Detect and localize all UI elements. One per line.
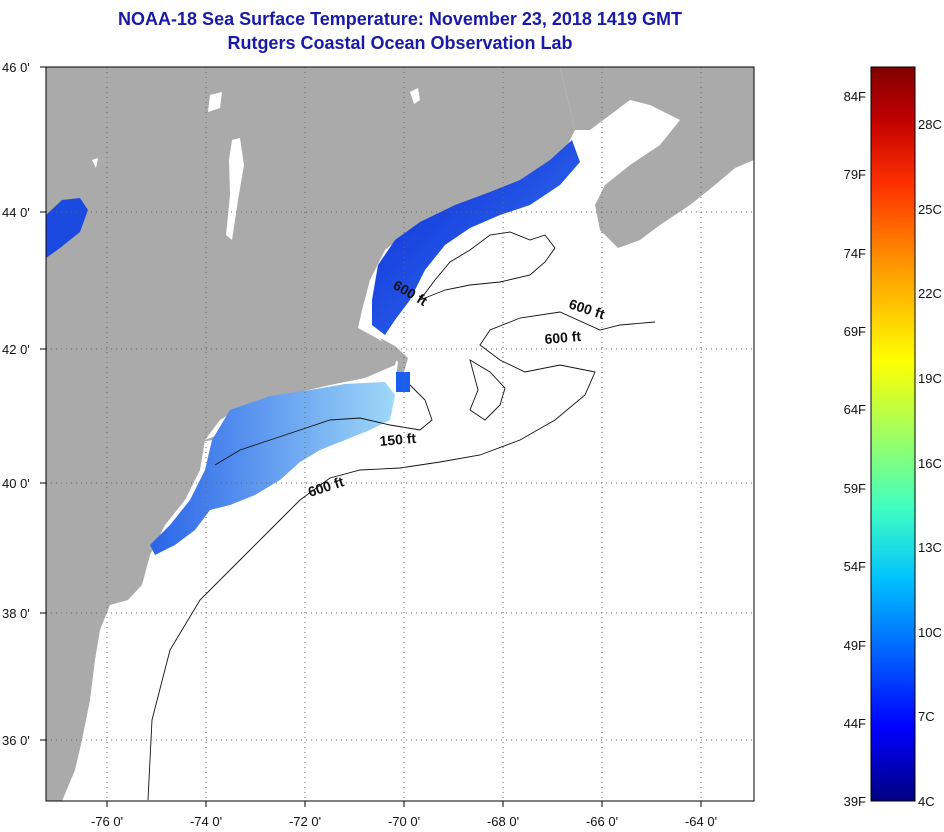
colorbar-label-f: 84F — [844, 89, 866, 104]
contour-georges — [469, 359, 506, 421]
colorbar-label-f: 79F — [844, 167, 866, 182]
sst-gulf-of-maine — [372, 140, 580, 335]
inland-lake — [226, 138, 244, 240]
colorbar-label-c: 19C — [918, 371, 942, 386]
colorbar-label-c: 7C — [918, 709, 935, 724]
colorbar-label-f: 49F — [844, 638, 866, 653]
map-title: NOAA-18 Sea Surface Temperature: Novembe… — [118, 9, 682, 29]
colorbar-label-c: 16C — [918, 456, 942, 471]
colorbar-label-f: 69F — [844, 324, 866, 339]
contour-150ft — [214, 384, 433, 466]
colorbar-f-labels: 84F 79F 74F 69F 64F 59F 54F 49F 44F 39F — [844, 89, 866, 809]
colorbar-label-c: 28C — [918, 117, 942, 132]
bathymetry-contours — [147, 231, 656, 801]
colorbar-label-f: 74F — [844, 246, 866, 261]
inland-lake — [410, 88, 420, 104]
grid-lines — [46, 67, 754, 801]
lon-label: -72 0' — [289, 814, 321, 829]
lat-label: 40 0' — [2, 476, 30, 491]
lon-label: -64 0' — [685, 814, 717, 829]
land-us-mainland — [46, 67, 575, 801]
map-subtitle: Rutgers Coastal Ocean Observation Lab — [227, 33, 573, 53]
lon-label: -74 0' — [190, 814, 222, 829]
sst-shelf-water — [150, 382, 395, 555]
contour-label: 150 ft — [379, 430, 417, 449]
sst-patch — [396, 372, 410, 392]
lon-label: -76 0' — [91, 814, 123, 829]
contour-600ft-outer — [147, 311, 656, 801]
axis-ticks — [40, 66, 702, 807]
lake-ontario — [46, 198, 88, 258]
colorbar-label-c: 25C — [918, 202, 942, 217]
colorbar-label-c: 10C — [918, 625, 942, 640]
colorbar — [870, 66, 916, 802]
land-cape-cod — [380, 338, 408, 378]
contour-label: 600 ft — [544, 328, 582, 347]
lat-label: 46 0' — [2, 60, 30, 75]
colorbar-label-f: 64F — [844, 402, 866, 417]
lon-label: -70 0' — [388, 814, 420, 829]
lon-label: -66 0' — [586, 814, 618, 829]
lat-label: 38 0' — [2, 606, 30, 621]
colorbar-label-f: 54F — [844, 559, 866, 574]
colorbar-c-labels: 28C 25C 22C 19C 16C 13C 10C 7C 4C — [918, 117, 942, 809]
inland-lake — [92, 158, 98, 168]
lon-label: -68 0' — [487, 814, 519, 829]
colorbar-label-f: 39F — [844, 794, 866, 809]
colorbar-label-c: 13C — [918, 540, 942, 555]
colorbar-label-c: 22C — [918, 286, 942, 301]
colorbar-label-f: 59F — [844, 481, 866, 496]
colorbar-label-c: 4C — [918, 794, 935, 809]
colorbar-label-f: 44F — [844, 716, 866, 731]
lat-label: 44 0' — [2, 205, 30, 220]
lat-label: 42 0' — [2, 342, 30, 357]
land-canada — [560, 67, 754, 248]
contour-600ft-gulf — [418, 231, 556, 302]
map-frame — [45, 66, 755, 802]
inland-lake — [208, 92, 222, 112]
lat-label: 36 0' — [2, 733, 30, 748]
